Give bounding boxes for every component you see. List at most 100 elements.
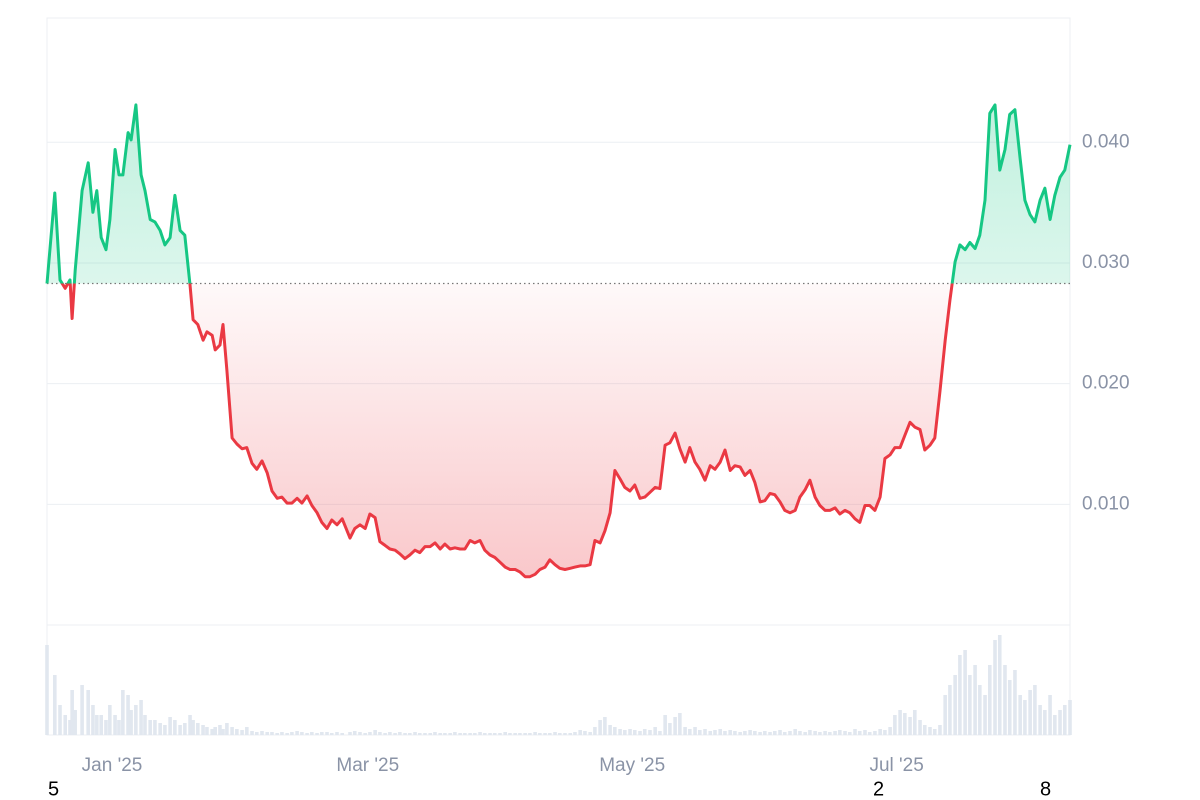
volume-bar [518, 733, 522, 735]
volume-bar [623, 730, 627, 735]
volume-bar [857, 731, 862, 735]
volume-bar [548, 733, 552, 735]
volume-bar [403, 733, 407, 735]
volume-bar [183, 723, 187, 735]
volume-bar [793, 729, 797, 735]
corner-label: 8 [1040, 778, 1051, 800]
volume-bar [129, 710, 133, 735]
volume-bar [210, 729, 214, 735]
volume-bar [1038, 705, 1042, 735]
volume-bar [573, 732, 577, 735]
volume-bar [483, 733, 487, 735]
volume-bar [758, 732, 762, 735]
volume-bar [329, 733, 334, 735]
volume-bar [478, 732, 482, 735]
volume-bar [240, 730, 244, 735]
volume-bar [578, 730, 582, 735]
volume-bar [73, 710, 77, 735]
volume-bar [363, 733, 367, 735]
volume-bar [658, 731, 662, 735]
volume-bar [922, 725, 927, 735]
volume-bar [340, 733, 344, 735]
volume-bar [260, 731, 264, 735]
y-tick-label: 0.040 [1082, 131, 1130, 152]
volume-bar [928, 727, 932, 735]
volume-bar [335, 732, 339, 735]
volume-bar [638, 731, 642, 735]
volume-bar [63, 715, 68, 735]
volume-bar [275, 733, 279, 735]
volume-bar [91, 705, 95, 735]
x-tick-label: Jul '25 [869, 755, 923, 776]
volume-bar [823, 731, 827, 735]
volume-bar [963, 650, 967, 735]
volume-bar [498, 733, 502, 735]
volume-bar [723, 731, 727, 735]
volume-bar [838, 730, 842, 735]
volume-bar [358, 732, 362, 735]
volume-bar [708, 731, 713, 735]
volume-bar [888, 727, 892, 735]
volume-bar [393, 733, 397, 735]
volume-bar [613, 727, 617, 735]
volume-bar [1043, 710, 1047, 735]
volume-bar [673, 717, 677, 735]
volume-bar [453, 732, 457, 735]
volume-bar [568, 733, 573, 735]
volume-bar [993, 640, 997, 735]
volume-bar [488, 733, 492, 735]
volume-bar [1033, 685, 1037, 735]
volume-bar [973, 665, 977, 735]
volume-bar [603, 717, 607, 735]
volume-bar [588, 732, 592, 735]
corner-label: 5 [48, 778, 59, 800]
volume-bar [593, 727, 597, 735]
volume-bar [847, 732, 852, 735]
volume-bar [798, 731, 802, 735]
volume-bar [443, 733, 447, 735]
volume-bar [417, 733, 422, 735]
volume-bar [833, 731, 837, 735]
volume-bar [104, 720, 108, 735]
volume-bar [693, 727, 697, 735]
volume-bar [1048, 695, 1052, 735]
volume-bar [978, 685, 982, 735]
volume-bar [468, 733, 472, 735]
volume-bar [938, 725, 942, 735]
volume-bar [782, 732, 787, 735]
volume-bar [773, 731, 777, 735]
volume-bar [968, 675, 972, 735]
volume-bar [310, 732, 314, 735]
volume-bar [608, 725, 612, 735]
volume-bar [508, 733, 512, 735]
volume-bar [245, 727, 249, 735]
volume-bar [398, 732, 402, 735]
volume-bar [503, 732, 507, 735]
volume-bar [663, 715, 667, 735]
volume-bar [70, 690, 74, 735]
volume-bar [953, 675, 957, 735]
volume-bar [598, 720, 602, 735]
volume-bar [808, 730, 812, 735]
volume-bar [743, 731, 747, 735]
volume-bar [305, 733, 309, 735]
volume-bar [1013, 670, 1017, 735]
volume-bar [583, 731, 587, 735]
volume-bar [713, 730, 717, 735]
volume-bar [368, 732, 372, 735]
volume-bar [95, 715, 99, 735]
volume-bar [205, 727, 209, 735]
volume-bar [913, 710, 917, 735]
volume-bar [1062, 705, 1067, 735]
x-tick-label: Jan '25 [82, 755, 143, 776]
volume-bar [1068, 700, 1072, 735]
volume-bar [280, 732, 284, 735]
volume-bar [703, 729, 707, 735]
volume-bar [733, 731, 737, 735]
volume-bar [113, 715, 117, 735]
volume-bar [768, 732, 772, 735]
volume-bar [828, 732, 832, 735]
volume-bar [642, 729, 647, 735]
volume-bar [473, 733, 477, 735]
volume-bar [718, 729, 722, 735]
